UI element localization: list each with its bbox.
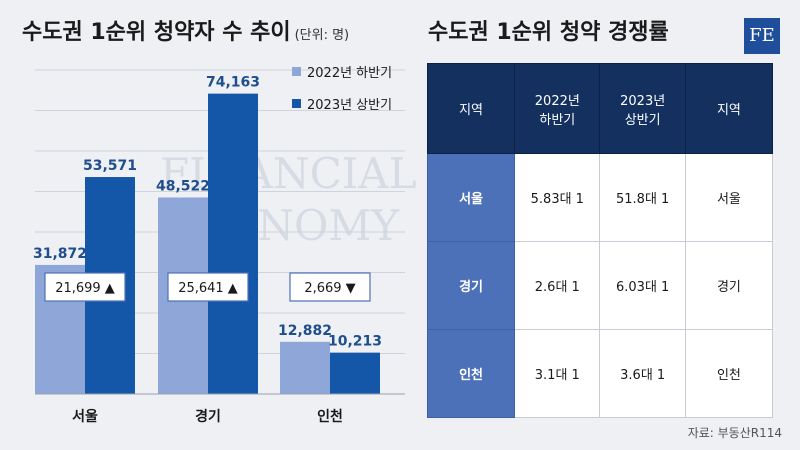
cell-region-right: 서울 bbox=[684, 153, 774, 242]
data-label: 74,163 bbox=[206, 75, 260, 91]
category-label: 인천 bbox=[317, 408, 343, 425]
cell-2023: 3.6대 1 bbox=[599, 329, 686, 418]
change-label: 2,669 ▼ bbox=[304, 281, 355, 296]
legend-label-2022: 2022년 하반기 bbox=[307, 65, 393, 81]
change-box bbox=[167, 272, 249, 302]
header-region-right-text: 지역 bbox=[716, 103, 741, 118]
source-note: 자료: 부동산R114 bbox=[687, 426, 782, 440]
data-label: 12,882 bbox=[278, 323, 332, 339]
data-label: 31,872 bbox=[33, 246, 87, 262]
cell-2023: 6.03대 1 bbox=[599, 241, 686, 330]
data-label: 10,213 bbox=[328, 334, 382, 350]
header-2023: 2023년 상반기 bbox=[599, 63, 686, 154]
legend-swatch-2022 bbox=[292, 66, 301, 76]
logo-icon: FE bbox=[744, 18, 780, 54]
chart-title-text: 수도권 1순위 청약자 수 추이 bbox=[22, 20, 291, 45]
cell-region-right: 경기 bbox=[684, 241, 774, 330]
table-row: 경기 2.6대 1 6.03대 1 경기 bbox=[426, 241, 774, 330]
change-label: 21,699 ▲ bbox=[55, 281, 115, 296]
bar-2023 bbox=[208, 93, 258, 395]
data-label: 53,571 bbox=[83, 158, 137, 174]
header-2022-text: 2022년 하반기 bbox=[534, 93, 580, 128]
table-title: 수도권 1순위 청약 경쟁률 bbox=[428, 20, 669, 45]
data-label: 48,522 bbox=[156, 178, 210, 194]
chart-legend: 2022년 하반기 2023년 상반기 bbox=[292, 60, 392, 124]
cell-2023: 51.8대 1 bbox=[599, 153, 686, 242]
cell-2022: 3.1대 1 bbox=[514, 329, 601, 418]
header-region: 지역 bbox=[426, 63, 516, 154]
competition-table: 지역 2022년 하반기 2023년 상반기 지역 서울 5.83대 1 51.… bbox=[426, 63, 774, 418]
category-label: 서울 bbox=[72, 408, 98, 425]
table-row: 서울 5.83대 1 51.8대 1 서울 bbox=[426, 153, 774, 242]
change-box bbox=[289, 272, 371, 302]
bar-chart: 31,872 53,571 서울 21,699 ▲ 48,522 74,163 경기 25,6… bbox=[33, 69, 405, 425]
unit-label: (단위: 명) bbox=[294, 28, 350, 43]
legend-item-2022: 2022년 하반기 bbox=[292, 60, 392, 82]
row-region: 인천 bbox=[426, 329, 516, 418]
cell-region-right: 인천 bbox=[684, 329, 774, 418]
bar-2023 bbox=[330, 352, 380, 394]
header-region-right: 지역 bbox=[684, 63, 774, 154]
change-label: 25,641 ▲ bbox=[178, 281, 238, 296]
row-region: 경기 bbox=[426, 241, 516, 330]
category-label: 경기 bbox=[195, 408, 221, 425]
table-row: 인천 3.1대 1 3.6대 1 인천 bbox=[426, 329, 774, 418]
header-region-text: 지역 bbox=[459, 103, 484, 118]
chart-title: 수도권 1순위 청약자 수 추이 (단위: 명) bbox=[22, 14, 349, 46]
header-2022: 2022년 하반기 bbox=[514, 63, 601, 154]
legend-swatch-2023 bbox=[292, 98, 301, 108]
cell-2022: 5.83대 1 bbox=[514, 153, 601, 242]
header-2023-text: 2023년 상반기 bbox=[620, 93, 666, 128]
change-box bbox=[44, 272, 126, 302]
legend-label-2023: 2023년 상반기 bbox=[307, 97, 393, 113]
table-header-row: 지역 2022년 하반기 2023년 상반기 지역 bbox=[426, 63, 774, 154]
bar-2022 bbox=[280, 341, 330, 394]
cell-2022: 2.6대 1 bbox=[514, 241, 601, 330]
row-region: 서울 bbox=[426, 153, 516, 242]
legend-item-2023: 2023년 상반기 bbox=[292, 92, 392, 114]
